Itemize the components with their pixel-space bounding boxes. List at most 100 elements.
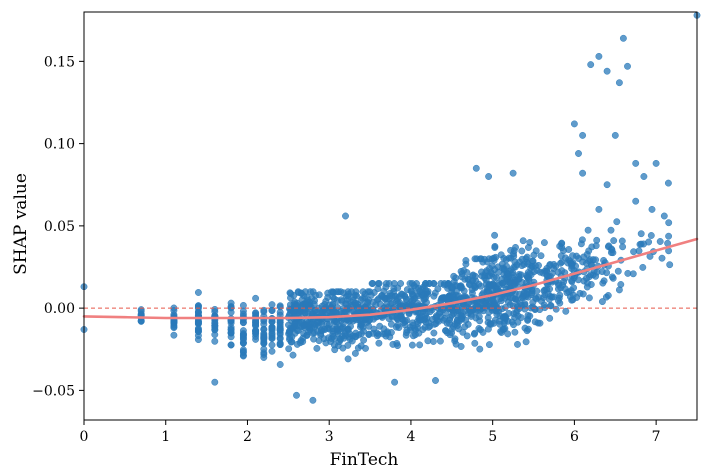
- scatter-point: [409, 291, 417, 299]
- scatter-point: [476, 345, 484, 353]
- scatter-point: [636, 240, 644, 248]
- scatter-point: [331, 346, 339, 354]
- scatter-point: [239, 327, 247, 335]
- scatter-point: [389, 340, 397, 348]
- scatter-point: [523, 327, 531, 335]
- y-tick-label: 0.10: [44, 137, 75, 153]
- scatter-point: [252, 309, 260, 317]
- scatter-point: [652, 159, 660, 167]
- scatter-point: [491, 231, 499, 239]
- scatter-point: [423, 298, 430, 306]
- scatter-point: [640, 173, 648, 180]
- scatter-point: [360, 327, 368, 335]
- scatter-point: [540, 239, 548, 247]
- x-tick-label: 7: [652, 429, 661, 445]
- scatter-point: [432, 377, 439, 384]
- scatter-point: [431, 289, 439, 297]
- scatter-point: [339, 344, 347, 352]
- scatter-point: [300, 330, 308, 338]
- scatter-point: [470, 305, 478, 313]
- scatter-point: [293, 340, 301, 348]
- y-tick-label: 0.00: [44, 301, 75, 317]
- scatter-point: [466, 280, 474, 288]
- scatter-point: [532, 295, 540, 303]
- scatter-point: [490, 281, 498, 288]
- scatter-point: [170, 307, 178, 314]
- scatter-point: [500, 281, 508, 289]
- scatter-point: [289, 351, 297, 359]
- scatter-point: [524, 316, 532, 324]
- scatter-point: [501, 304, 509, 311]
- x-tick-label: 5: [488, 429, 497, 445]
- scatter-point: [615, 79, 623, 87]
- y-tick-label: −0.05: [32, 383, 75, 399]
- scatter-point: [170, 323, 178, 331]
- scatter-point: [533, 287, 541, 295]
- scatter-point: [286, 305, 293, 313]
- scatter-point: [658, 254, 666, 262]
- scatter-point: [421, 323, 429, 331]
- scatter-point: [568, 277, 576, 285]
- scatter-point: [268, 306, 276, 314]
- scatter-point: [477, 255, 484, 263]
- y-axis-label: SHAP value: [11, 173, 31, 275]
- scatter-point: [137, 307, 145, 315]
- scatter-point: [656, 238, 664, 245]
- scatter-point: [607, 226, 615, 234]
- scatter-point: [373, 329, 381, 337]
- scatter-point: [614, 267, 622, 275]
- scatter-point: [398, 315, 406, 323]
- scatter-point: [333, 318, 340, 326]
- scatter-point: [382, 283, 390, 291]
- scatter-point: [495, 307, 503, 315]
- scatter-point: [537, 252, 545, 260]
- scatter-point: [558, 267, 566, 275]
- scatter-point: [315, 337, 323, 345]
- scatter-point: [468, 289, 476, 297]
- scatter-point: [329, 288, 337, 296]
- scatter-point: [312, 291, 320, 299]
- scatter-point: [252, 294, 260, 302]
- scatter-point: [268, 301, 276, 309]
- trend-line: [82, 237, 699, 320]
- scatter-point: [483, 286, 491, 294]
- scatter-point: [666, 261, 674, 269]
- scatter-point: [610, 237, 618, 245]
- scatter-point: [337, 288, 345, 296]
- scatter-point: [239, 334, 247, 342]
- scatter-point: [361, 315, 369, 323]
- scatter-point: [550, 265, 558, 272]
- scatter-point: [560, 278, 568, 286]
- scatter-point: [637, 230, 645, 238]
- plot-frame: [83, 11, 698, 421]
- scatter-point: [583, 283, 591, 291]
- scatter-point: [585, 294, 593, 302]
- scatter-point: [518, 247, 526, 255]
- scatter-point: [369, 298, 377, 306]
- scatter-point: [558, 258, 566, 266]
- scatter-point: [306, 325, 314, 333]
- scatter-point: [288, 325, 296, 333]
- scatter-point: [300, 306, 308, 314]
- scatter-point: [619, 243, 627, 251]
- scatter-point: [239, 301, 247, 309]
- scatter-point: [276, 361, 284, 368]
- scatter-point: [573, 252, 580, 260]
- scatter-point: [624, 269, 632, 277]
- scatter-point: [578, 236, 586, 244]
- scatter-point: [505, 279, 513, 286]
- scatter-point: [194, 289, 202, 296]
- scatter-point: [410, 282, 418, 290]
- scatter-point: [314, 327, 322, 335]
- scatter-point: [290, 292, 298, 299]
- scatter-point: [514, 312, 522, 320]
- scatter-point: [604, 243, 612, 251]
- scatter-point: [462, 260, 470, 268]
- scatter-point: [352, 329, 360, 337]
- scatter-point: [619, 34, 627, 42]
- scatter-point: [510, 263, 518, 271]
- scatter-point: [665, 232, 673, 240]
- scatter-point: [472, 277, 480, 285]
- scatter-point: [334, 303, 341, 311]
- scatter-point: [567, 287, 575, 295]
